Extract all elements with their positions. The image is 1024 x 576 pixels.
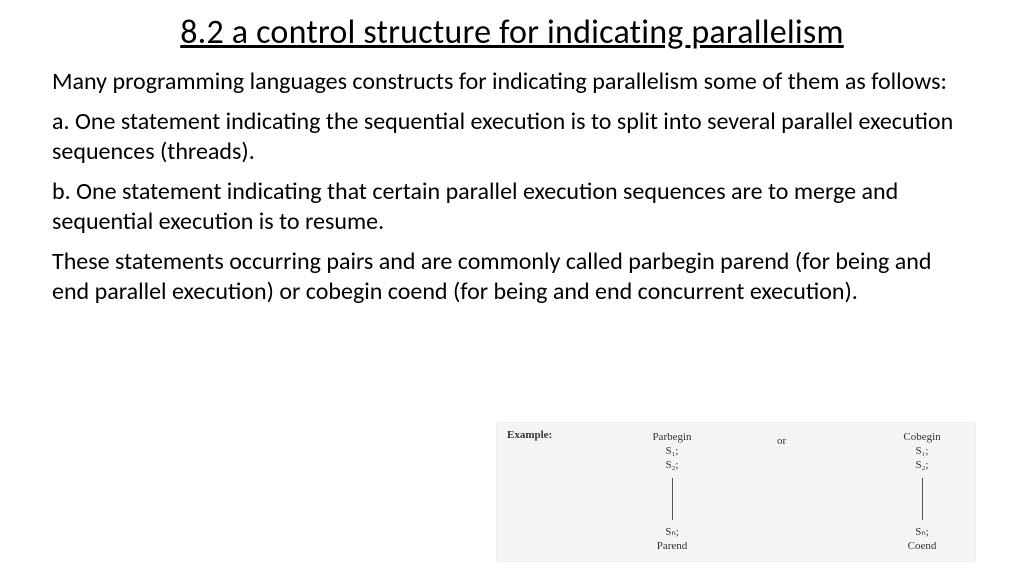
parbegin-top: Parbegin S₁; S₂; — [627, 431, 717, 472]
parbegin-sn: Sₙ; — [627, 526, 717, 540]
parbegin-s2: S₂; — [627, 459, 717, 473]
cobegin-s2: S₂; — [877, 459, 967, 473]
cobegin-bottom: Sₙ; Coend — [877, 526, 967, 554]
paragraph-intro: Many programming languages constructs fo… — [52, 67, 972, 97]
example-column-parbegin: Parbegin S₁; S₂; Sₙ; Parend — [627, 431, 717, 554]
example-figure: Example: Parbegin S₁; S₂; Sₙ; Parend or … — [496, 422, 976, 562]
coend-keyword: Coend — [877, 540, 967, 554]
cobegin-top: Cobegin S₁; S₂; — [877, 431, 967, 472]
parbegin-bottom: Sₙ; Parend — [627, 526, 717, 554]
paragraph-summary: These statements occurring pairs and are… — [52, 247, 972, 307]
example-or-text: or — [777, 435, 786, 447]
paragraph-item-a: a. One statement indicating the sequenti… — [52, 107, 972, 167]
example-label: Example: — [507, 429, 552, 441]
paragraph-item-b: b. One statement indicating that certain… — [52, 177, 972, 237]
parbegin-s1: S₁; — [627, 445, 717, 459]
parbegin-ellipsis-line — [672, 478, 673, 520]
cobegin-s1: S₁; — [877, 445, 967, 459]
cobegin-sn: Sₙ; — [877, 526, 967, 540]
parend-keyword: Parend — [627, 540, 717, 554]
cobegin-ellipsis-line — [922, 478, 923, 520]
example-column-cobegin: Cobegin S₁; S₂; Sₙ; Coend — [877, 431, 967, 554]
parbegin-keyword: Parbegin — [627, 431, 717, 445]
section-title: 8.2 a control structure for indicating p… — [52, 12, 972, 53]
cobegin-keyword: Cobegin — [877, 431, 967, 445]
